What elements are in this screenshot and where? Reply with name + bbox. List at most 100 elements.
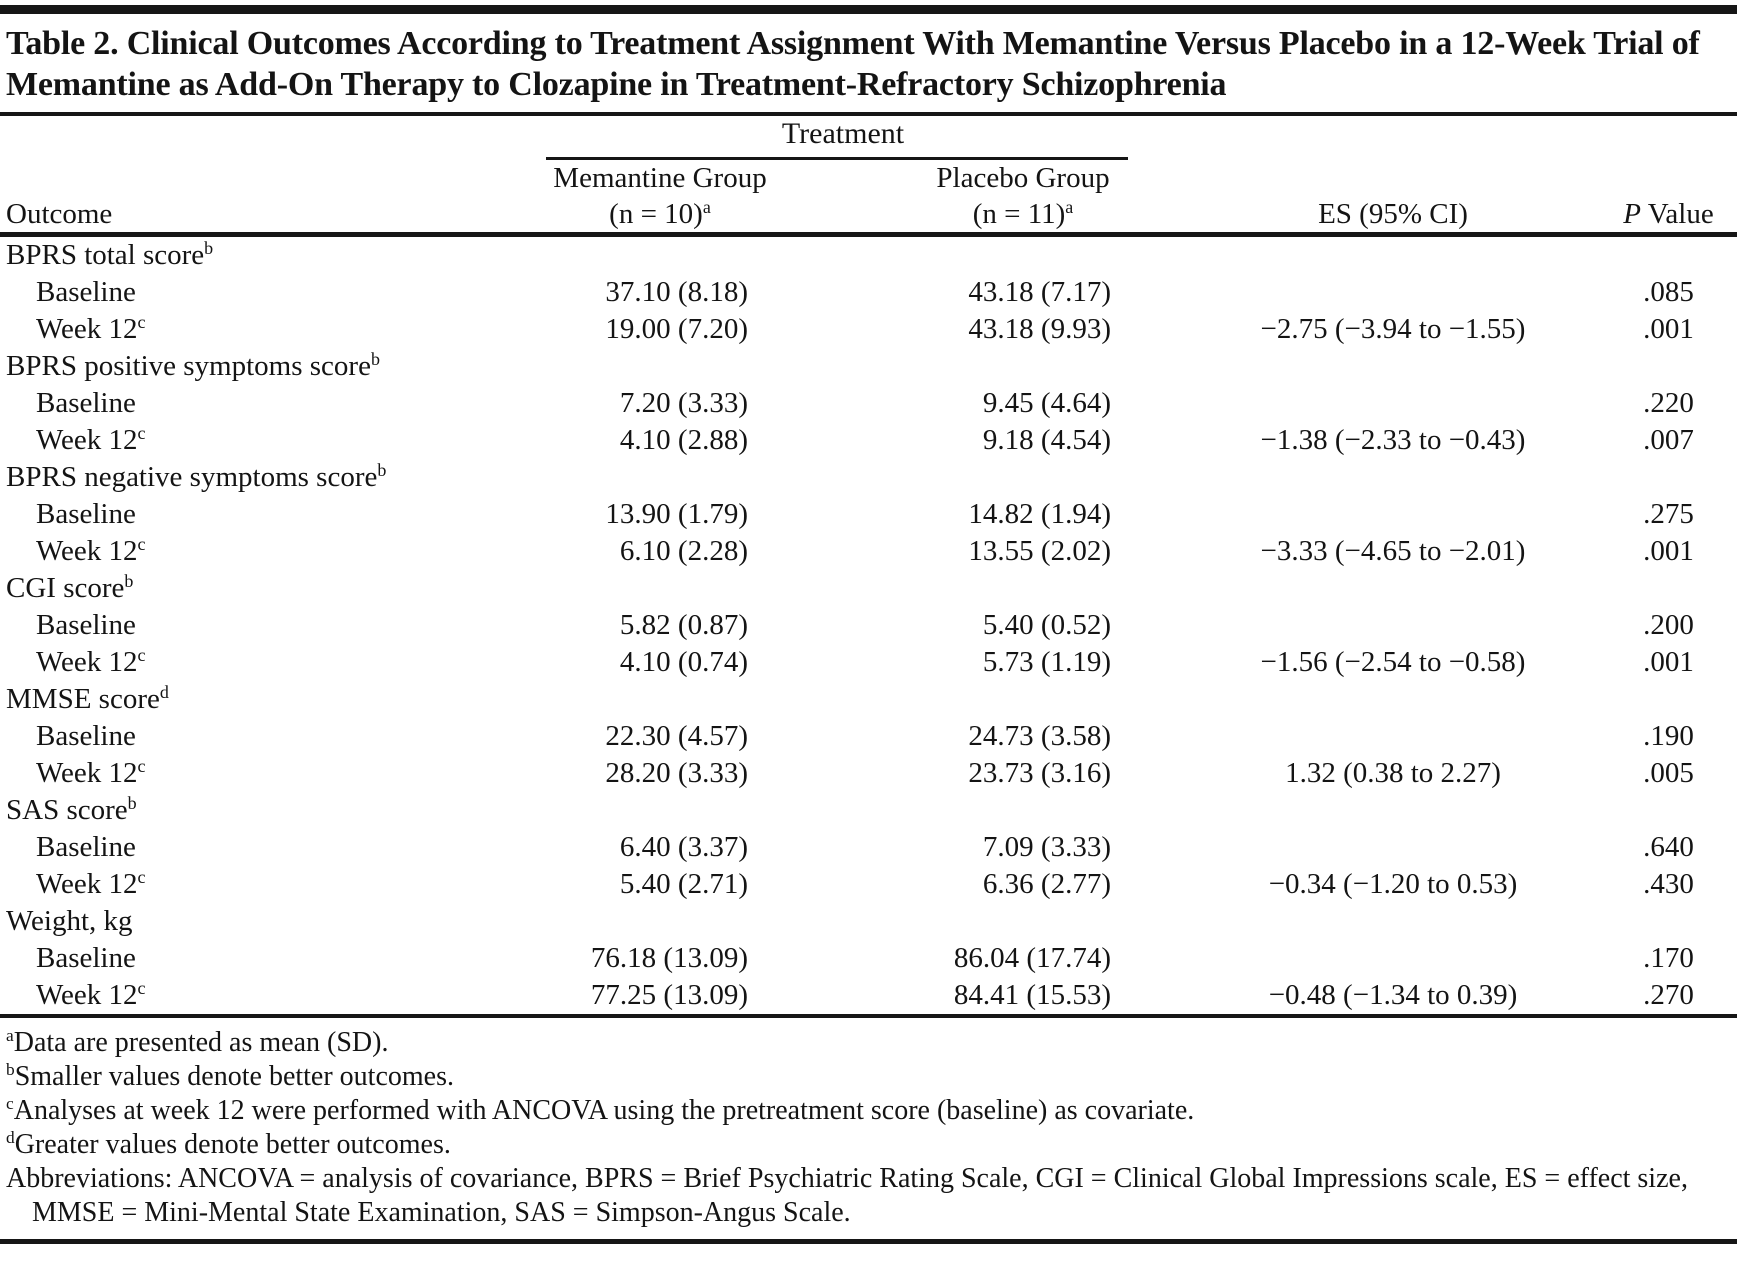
placebo-n-header: (n = 11)a <box>860 196 1186 237</box>
outcome-column-header: Outcome <box>0 196 460 237</box>
memantine-cell: 6.40 (3.37) <box>619 831 748 863</box>
outcome-cell: Week 12c <box>36 645 146 678</box>
section-row: SAS scoreb <box>0 792 1737 829</box>
es-cell <box>1186 940 1600 977</box>
memantine-cell: 13.90 (1.79) <box>605 498 748 530</box>
memantine-cell <box>460 681 860 718</box>
footnote-c: cAnalyses at week 12 were performed with… <box>6 1094 1731 1128</box>
outcome-cell: Baseline <box>36 942 136 974</box>
memantine-cell: 5.82 (0.87) <box>619 609 748 641</box>
footnote-marker: c <box>137 756 146 777</box>
p-value-cell <box>1600 681 1737 718</box>
p-value-cell <box>1600 792 1737 829</box>
data-row: Baseline 6.40 (3.37) 7.09 (3.33) .640 <box>0 829 1737 866</box>
memantine-cell: 5.40 (2.71) <box>619 868 748 900</box>
placebo-group-header: Placebo Group <box>936 162 1110 194</box>
paper-table-figure: Table 2. Clinical Outcomes According to … <box>0 5 1737 1244</box>
data-row: Week 12c 77.25 (13.09) 84.41 (15.53) −0.48 … <box>0 977 1737 1016</box>
es-cell: 1.32 (0.38 to 2.27) <box>1285 757 1501 789</box>
placebo-cell: 43.18 (7.17) <box>968 276 1111 308</box>
memantine-n-header: (n = 10)a <box>460 196 860 237</box>
outcome-cell: Baseline <box>36 498 136 530</box>
memantine-cell: 7.20 (3.33) <box>619 387 748 419</box>
footnote-text: Analyses at week 12 were performed with … <box>13 1095 1195 1126</box>
p-value-cell <box>1600 348 1737 385</box>
data-row: Baseline 7.20 (3.33) 9.45 (4.64) .220 <box>0 385 1737 422</box>
outcome-cell: SAS scoreb <box>6 793 137 826</box>
es-column-header: ES (95% CI) <box>1186 196 1600 237</box>
group-name-row: Memantine Group Placebo Group <box>0 160 1737 196</box>
p-rest-text: Value <box>1640 198 1714 230</box>
p-value-cell: .430 <box>1643 868 1694 900</box>
footnote-abbreviations: Abbreviations: ANCOVA = analysis of cova… <box>6 1162 1731 1230</box>
data-row: Week 12c 19.00 (7.20) 43.18 (9.93) −2.75 (−… <box>0 311 1737 348</box>
memantine-cell <box>460 792 860 829</box>
data-row: Week 12c 4.10 (0.74) 5.73 (1.19) −1.56 (−2.… <box>0 644 1737 681</box>
p-value-cell: .220 <box>1643 387 1694 419</box>
memantine-cell: 28.20 (3.33) <box>605 757 748 789</box>
footnote-marker: c <box>137 312 146 333</box>
placebo-cell: 24.73 (3.58) <box>968 720 1111 752</box>
p-value-cell: .200 <box>1643 609 1694 641</box>
data-row: Baseline 5.82 (0.87) 5.40 (0.52) .200 <box>0 607 1737 644</box>
outcome-cell: Weight, kg <box>6 905 133 937</box>
p-value-cell: .170 <box>1643 942 1694 974</box>
memantine-cell: 6.10 (2.28) <box>619 535 748 567</box>
p-value-cell: .001 <box>1643 535 1694 567</box>
footnote-text: Abbreviations: ANCOVA = analysis of cova… <box>6 1163 1688 1228</box>
memantine-cell: 37.10 (8.18) <box>605 276 748 308</box>
memantine-cell <box>460 903 860 940</box>
es-cell <box>1186 385 1600 422</box>
outcome-cell: Week 12c <box>36 534 146 567</box>
memantine-cell <box>460 235 860 275</box>
data-row: Week 12c 5.40 (2.71) 6.36 (2.77) −0.34 (−1.… <box>0 866 1737 903</box>
es-cell <box>1186 607 1600 644</box>
placebo-cell: 13.55 (2.02) <box>968 535 1111 567</box>
placebo-cell: 43.18 (9.93) <box>968 313 1111 345</box>
outcome-cell: Week 12c <box>36 867 146 900</box>
placebo-cell: 14.82 (1.94) <box>968 498 1111 530</box>
section-row: BPRS positive symptoms scoreb <box>0 348 1737 385</box>
footnote-marker: c <box>137 534 146 555</box>
placebo-cell: 86.04 (17.74) <box>953 942 1111 974</box>
placebo-cell <box>860 792 1186 829</box>
p-value-cell <box>1600 903 1737 940</box>
footnotes: aData are presented as mean (SD). bSmall… <box>0 1018 1737 1230</box>
data-row: Week 12c 4.10 (2.88) 9.18 (4.54) −1.38 (−2.… <box>0 422 1737 459</box>
outcome-cell: Baseline <box>36 387 136 419</box>
es-cell: −1.38 (−2.33 to −0.43) <box>1260 424 1526 456</box>
es-cell <box>1186 829 1600 866</box>
placebo-cell <box>860 681 1186 718</box>
data-row: Baseline 76.18 (13.09) 86.04 (17.74) .170 <box>0 940 1737 977</box>
footnote-text: Smaller values denote better outcomes. <box>14 1061 454 1092</box>
spanner-spacer <box>1186 116 1600 160</box>
footnote-marker: c <box>137 423 146 444</box>
group-spacer <box>1600 160 1737 196</box>
footnote-marker: c <box>137 978 146 999</box>
memantine-cell: 22.30 (4.57) <box>605 720 748 752</box>
table-header: Treatment Memantine Group Placebo Group … <box>0 116 1737 237</box>
footnote-text: Data are presented as mean (SD). <box>13 1027 389 1058</box>
placebo-n-text: (n = 11) <box>972 198 1066 230</box>
table-body: BPRS total scoreb Baseline 37.10 (8.18) 43.… <box>0 235 1737 1016</box>
section-row: BPRS total scoreb <box>0 235 1737 275</box>
es-cell <box>1186 570 1600 607</box>
outcome-cell: Baseline <box>36 609 136 641</box>
es-cell: −1.56 (−2.54 to −0.58) <box>1260 646 1526 678</box>
es-cell <box>1186 348 1600 385</box>
p-value-cell: .275 <box>1643 498 1694 530</box>
footnote-marker: b <box>370 349 380 370</box>
section-row: CGI scoreb <box>0 570 1737 607</box>
es-cell: −2.75 (−3.94 to −1.55) <box>1260 313 1526 345</box>
memantine-cell: 77.25 (13.09) <box>590 979 748 1011</box>
treatment-spanner-rule <box>546 157 1128 160</box>
es-cell <box>1186 496 1600 533</box>
memantine-cell <box>460 459 860 496</box>
es-cell <box>1186 274 1600 311</box>
treatment-spanner-label: Treatment <box>781 117 905 150</box>
placebo-cell: 7.09 (3.33) <box>982 831 1111 863</box>
memantine-group-header: Memantine Group <box>553 162 767 194</box>
footnote-marker: b <box>124 571 134 592</box>
footnote-a: aData are presented as mean (SD). <box>6 1026 1731 1060</box>
data-row: Week 12c 6.10 (2.28) 13.55 (2.02) −3.33 (−4… <box>0 533 1737 570</box>
